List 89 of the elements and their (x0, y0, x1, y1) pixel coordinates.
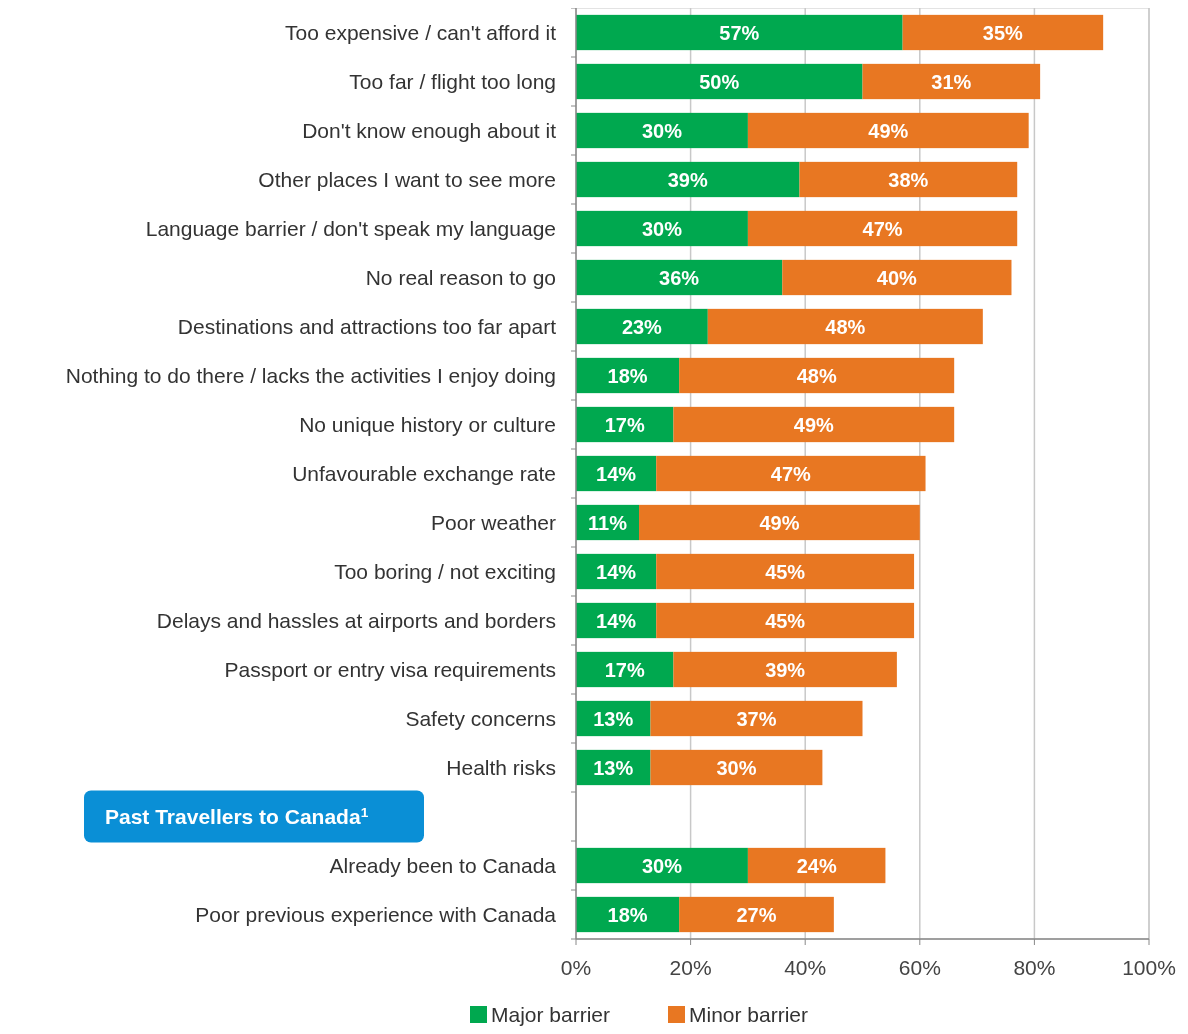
data-label: 14% (596, 609, 637, 632)
y-tick-label: Destinations and attractions too far apart (177, 314, 557, 338)
legend-label: Major barrier (491, 1003, 611, 1026)
y-tick-label: Delays and hassles at airports and borders (156, 608, 556, 632)
data-label: 30% (641, 217, 683, 240)
data-label: 14% (596, 462, 637, 485)
data-label: 17% (604, 413, 645, 436)
y-tick-label: Passport or entry visa requirements (224, 657, 556, 681)
data-label: 47% (770, 462, 812, 485)
y-tick-label: Too boring / not exciting (334, 559, 556, 583)
y-tick-label: Language barrier / don't speak my language (145, 216, 556, 240)
x-tick-label: 40% (784, 956, 827, 979)
bar (747, 112, 1029, 149)
y-tick-label: Too expensive / can't afford it (285, 20, 557, 44)
bar (656, 553, 915, 590)
bar (656, 455, 926, 492)
data-label: 31% (931, 70, 972, 93)
bar (650, 749, 823, 786)
bar (576, 63, 863, 100)
data-label: 49% (793, 413, 835, 436)
data-label: 45% (765, 560, 806, 583)
y-tick-label: Health risks (446, 755, 556, 779)
bar (576, 259, 783, 296)
data-label: 45% (765, 609, 806, 632)
bar (862, 63, 1041, 100)
data-label: 39% (667, 168, 708, 191)
data-label: 49% (868, 119, 909, 142)
data-label: 24% (796, 854, 837, 877)
bar (576, 308, 708, 345)
bar (576, 847, 748, 884)
data-label: 36% (659, 266, 700, 289)
data-label: 39% (765, 658, 806, 681)
bar (673, 651, 897, 688)
bar (639, 504, 920, 541)
bar (747, 210, 1018, 247)
data-label: 48% (825, 315, 866, 338)
bar (679, 357, 955, 394)
y-tick-label: No real reason to go (365, 265, 556, 289)
bar (576, 112, 748, 149)
y-tick-label: Nothing to do there / lacks the activities I enjoy doing (65, 363, 556, 387)
y-tick-label: Unfavourable exchange rate (292, 461, 556, 485)
data-label: 13% (593, 756, 634, 779)
data-label: 17% (604, 658, 645, 681)
x-tick-label: 60% (898, 956, 941, 979)
bar (707, 308, 983, 345)
bar (799, 161, 1018, 198)
bar (576, 14, 903, 51)
x-tick-label: 100% (1122, 956, 1176, 979)
data-label: 14% (596, 560, 637, 583)
data-label: 40% (876, 266, 918, 289)
data-label: 18% (607, 364, 648, 387)
data-label: 18% (607, 903, 648, 926)
data-label: 47% (862, 217, 903, 240)
y-tick-label: Already been to Canada (329, 853, 557, 877)
legend-label: Minor barrier (689, 1003, 809, 1026)
bar (782, 259, 1012, 296)
bar (747, 847, 886, 884)
bar (673, 406, 955, 443)
data-label: 35% (982, 21, 1024, 44)
bar (650, 700, 863, 737)
data-label: 48% (796, 364, 837, 387)
y-tick-label: Safety concerns (405, 706, 556, 730)
x-tick-label: 80% (1013, 956, 1056, 979)
bar (576, 161, 800, 198)
bar (656, 602, 915, 639)
text: Past Travellers to Canada$^{1}$ (105, 804, 369, 828)
data-label: 11% (588, 511, 628, 534)
data-label: 38% (888, 168, 929, 191)
y-tick-label: Other places I want to see more (258, 167, 556, 191)
data-label: 30% (716, 756, 757, 779)
y-tick-label: Poor previous experience with Canada (195, 902, 557, 926)
y-tick-label: Don't know enough about it (302, 118, 557, 142)
data-label: 30% (641, 854, 683, 877)
data-label: 13% (593, 707, 634, 730)
x-tick-label: 0% (560, 956, 592, 979)
data-label: 27% (736, 903, 777, 926)
data-label: 50% (699, 70, 740, 93)
y-tick-label: Too far / flight too long (349, 69, 556, 93)
bar (576, 210, 748, 247)
y-tick-label: Poor weather (431, 510, 556, 534)
bar (902, 14, 1104, 51)
y-tick-label: No unique history or culture (299, 412, 556, 436)
data-label: 37% (736, 707, 777, 730)
data-label: 23% (621, 315, 663, 338)
x-tick-label: 20% (669, 956, 712, 979)
data-label: 49% (759, 511, 800, 534)
bar (679, 896, 834, 933)
data-label: 57% (719, 21, 760, 44)
data-label: 30% (641, 119, 683, 142)
